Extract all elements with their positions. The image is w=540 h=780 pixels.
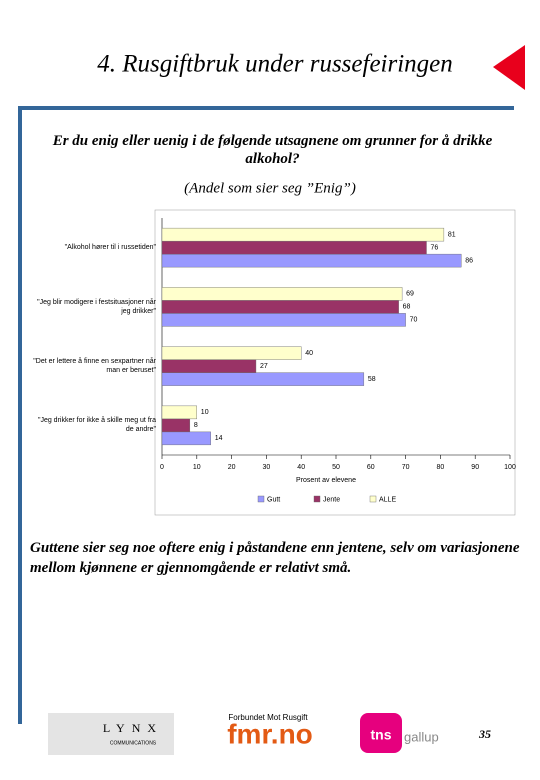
data-label: 76 [430, 244, 438, 251]
bar [161, 431, 211, 446]
data-label: 8 [194, 422, 198, 429]
y-tick-label: "Jeg drikker for ikke å skille meg ut fr… [37, 417, 156, 434]
tns-name: tns [371, 727, 392, 743]
x-axis-title: Prosent av elevene [296, 477, 356, 484]
data-label: 86 [465, 257, 473, 264]
data-label: 27 [260, 363, 268, 370]
red-triangle [493, 45, 525, 90]
question-box: Er du enig eller uenig i de følgende uts… [52, 133, 493, 167]
data-label: 69 [406, 291, 414, 298]
data-label: 58 [368, 376, 376, 383]
lynx-logo [48, 713, 174, 755]
category-box: "Jeg drikker for ikke å skille meg ut fr… [37, 417, 156, 434]
chart: 0 10 20 30 40 50 60 70 80 90 100 Prosent av elevene… [33, 218, 516, 503]
x-tick-label: 50 [332, 464, 340, 471]
bar [161, 359, 257, 373]
bar [161, 300, 399, 314]
tns-sub: gallup [404, 729, 439, 744]
data-label: 68 [403, 304, 411, 311]
x-tick-label: 90 [471, 464, 479, 471]
category-box: "Jeg blir modigere i festsituasjoner når… [37, 298, 156, 315]
fmr-name: fmr.no [227, 718, 313, 749]
bar [161, 227, 445, 242]
bar [161, 372, 365, 386]
data-label: 40 [305, 350, 313, 357]
legend-swatch [257, 495, 265, 503]
page-number: 35 [478, 727, 491, 741]
conclusion-box: Guttene sier seg noe oftere enig i påsta… [30, 540, 520, 576]
tns-logo [360, 713, 402, 753]
legend-label: ALLE [379, 496, 396, 503]
legend-label: Gutt [267, 496, 280, 503]
bar [161, 240, 427, 255]
x-tick-label: 80 [437, 464, 445, 471]
bar [161, 313, 406, 327]
bar [161, 346, 302, 360]
bar [161, 405, 197, 420]
lynx-sub: COMMUNICATIONS [110, 740, 157, 746]
legend-swatch [313, 495, 321, 503]
data-label: 10 [201, 409, 209, 416]
y-tick-label: "Alkohol hører til i russetiden" [64, 244, 156, 252]
subtitle: (Andel som sier seg ”Enig”) [184, 180, 356, 196]
x-tick-label: 10 [193, 464, 201, 471]
bar [161, 418, 191, 433]
legend-swatch [369, 495, 377, 503]
conclusion: Guttene sier seg noe oftere enig i påsta… [30, 540, 520, 576]
x-tick-label: 70 [402, 464, 410, 471]
question: Er du enig eller uenig i de følgende uts… [52, 133, 493, 167]
left-rule [18, 106, 22, 724]
x-tick-label: 30 [263, 464, 271, 471]
x-tick-label: 20 [228, 464, 236, 471]
bar [161, 287, 403, 301]
category-box: "Det er lettere å finne en sexpartner nå… [33, 358, 156, 375]
x-tick-label: 60 [367, 464, 375, 471]
data-label: 70 [410, 317, 418, 324]
fmr-sub: Forbundet Mot Rusgift [228, 713, 308, 722]
x-tick-label: 40 [297, 464, 305, 471]
category-box: "Alkohol hører til i russetiden" [64, 244, 156, 252]
x-tick-label: 0 [160, 464, 164, 471]
lynx-name: LYNX [103, 721, 163, 735]
data-label: 14 [215, 435, 223, 442]
bar [161, 253, 462, 268]
top-rule [18, 106, 514, 110]
x-tick-label: 100 [504, 464, 516, 471]
legend-label: Jente [323, 496, 340, 503]
slide-title: 4. Rusgiftbruk under russefeiringen [97, 51, 453, 78]
y-tick-label: "Jeg blir modigere i festsituasjoner når… [37, 298, 156, 315]
data-label: 81 [448, 231, 456, 238]
y-tick-label: "Det er lettere å finne en sexpartner nå… [33, 358, 156, 375]
